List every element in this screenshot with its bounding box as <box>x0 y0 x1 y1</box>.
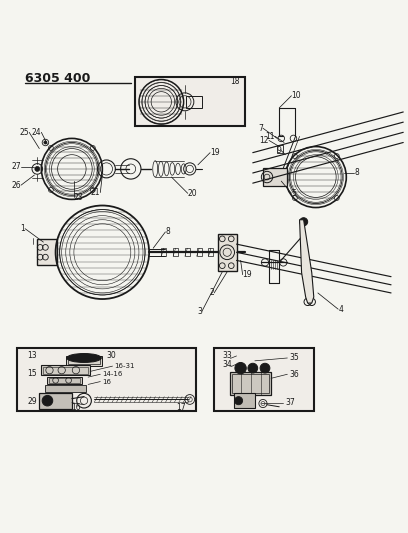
Circle shape <box>44 398 50 403</box>
Bar <box>208 248 213 256</box>
Text: 17: 17 <box>176 403 186 412</box>
Text: 30: 30 <box>106 351 116 360</box>
Text: 19: 19 <box>210 148 220 157</box>
Text: 1: 1 <box>20 224 25 233</box>
Text: 21: 21 <box>91 188 100 197</box>
Bar <box>37 239 57 265</box>
Circle shape <box>42 395 53 406</box>
Circle shape <box>35 166 40 171</box>
Bar <box>41 365 90 375</box>
Bar <box>49 378 80 383</box>
Text: 14-16: 14-16 <box>102 372 123 377</box>
Text: 13: 13 <box>27 351 37 360</box>
Text: 2: 2 <box>209 288 214 297</box>
Bar <box>68 358 100 364</box>
Circle shape <box>237 399 241 403</box>
Bar <box>17 348 196 411</box>
Polygon shape <box>299 220 314 303</box>
Circle shape <box>260 364 270 373</box>
Bar <box>135 77 245 126</box>
Bar <box>231 372 271 394</box>
Bar <box>277 146 283 152</box>
Text: 37: 37 <box>285 398 295 407</box>
Bar <box>186 96 202 108</box>
Circle shape <box>248 364 258 373</box>
Bar <box>197 248 202 256</box>
Text: 9: 9 <box>276 146 281 155</box>
Bar <box>218 234 237 271</box>
Text: 29: 29 <box>27 397 37 406</box>
Ellipse shape <box>67 353 101 362</box>
Text: 20: 20 <box>188 189 197 198</box>
Text: 11: 11 <box>266 132 275 141</box>
Text: 34: 34 <box>222 360 232 369</box>
Text: 12: 12 <box>259 136 269 145</box>
Text: 26: 26 <box>11 181 21 190</box>
Bar <box>161 248 166 256</box>
Bar <box>233 374 269 393</box>
Bar <box>43 367 88 374</box>
Text: 6305 400: 6305 400 <box>25 72 91 85</box>
Text: 16: 16 <box>102 378 111 385</box>
Text: 35: 35 <box>289 353 299 362</box>
Bar <box>47 377 82 384</box>
Circle shape <box>235 362 246 374</box>
Bar <box>66 356 102 366</box>
Text: 18: 18 <box>231 77 240 86</box>
Bar <box>220 248 225 256</box>
Text: 3: 3 <box>197 306 202 316</box>
Text: 16: 16 <box>71 403 81 412</box>
Text: 7: 7 <box>258 124 263 133</box>
Bar <box>263 168 287 186</box>
Text: 16-31: 16-31 <box>115 363 135 369</box>
Bar <box>39 392 72 409</box>
Bar <box>235 393 255 408</box>
Text: 27: 27 <box>11 163 21 172</box>
Text: 5: 5 <box>291 189 296 198</box>
Text: 8: 8 <box>355 168 359 177</box>
Text: 19: 19 <box>243 270 252 279</box>
Text: 36: 36 <box>289 370 299 379</box>
Circle shape <box>44 141 47 144</box>
Text: 24: 24 <box>32 128 41 137</box>
Text: 8: 8 <box>165 228 170 237</box>
Bar <box>173 248 178 256</box>
Text: 33: 33 <box>222 351 232 360</box>
Bar <box>45 385 86 392</box>
Circle shape <box>299 217 308 226</box>
Text: 10: 10 <box>291 91 301 100</box>
Text: 15: 15 <box>27 369 37 378</box>
Bar <box>214 348 314 411</box>
Bar <box>185 248 190 256</box>
Circle shape <box>235 397 243 405</box>
Text: 23: 23 <box>74 193 84 202</box>
Text: 25: 25 <box>20 128 29 137</box>
Text: 4: 4 <box>338 305 343 314</box>
